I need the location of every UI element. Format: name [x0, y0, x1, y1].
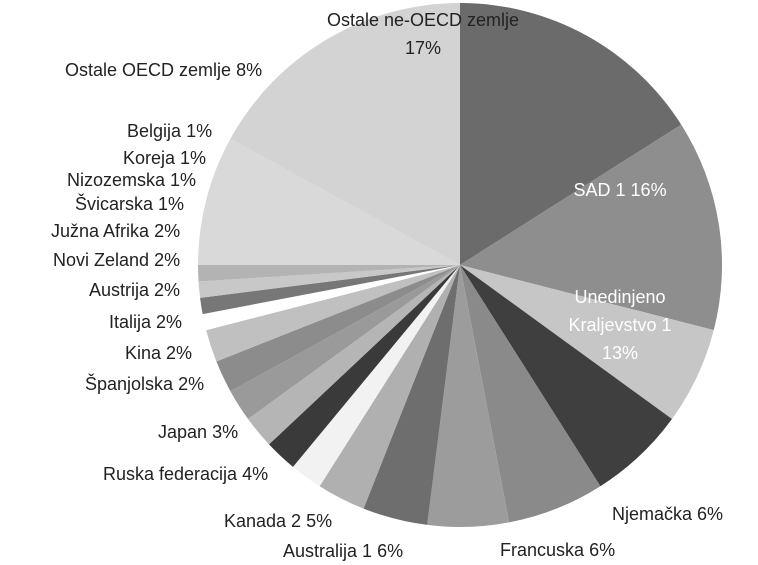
slice-label: SAD 1 16%	[574, 176, 667, 204]
value-label: 2%	[154, 250, 181, 270]
pie-slice	[460, 265, 672, 487]
category-label: Belgija	[127, 121, 182, 141]
value-label: 1%	[158, 194, 185, 214]
pie-slice	[460, 124, 723, 331]
pie-slice	[248, 265, 460, 445]
pie-slice	[230, 3, 460, 265]
category-label: Kanada 2	[224, 511, 302, 531]
category-label: Japan	[158, 422, 208, 442]
value-label: 6%	[377, 541, 404, 561]
value-label: 6%	[589, 540, 616, 560]
slice-label: Španjolska 2%	[85, 370, 204, 398]
slice-label: Nizozemska 1%	[67, 166, 196, 194]
slice-label: Japan 3%	[158, 418, 238, 446]
pie-slice	[460, 265, 601, 523]
pie-slice	[460, 265, 714, 419]
pie-slice	[319, 265, 460, 509]
value-label: 2%	[178, 374, 205, 394]
category-label: Ostale ne-OECD zemlje	[326, 10, 520, 30]
slice-label: Francuska 6%	[500, 536, 615, 564]
value-label: 6%	[697, 504, 724, 524]
value-label: 13%	[601, 343, 639, 363]
pie-slice	[269, 265, 460, 467]
pie-slice	[198, 265, 460, 282]
pie-slice	[427, 265, 510, 527]
category-label: Ruska federacija	[103, 464, 238, 484]
slice-label: Unedinjeno Kraljevstvo 1 13%	[550, 283, 690, 367]
category-label: Austrija	[89, 280, 150, 300]
slice-label: Ostale OECD zemlje 8%	[65, 56, 262, 84]
slice-label: Ostale ne-OECD zemlje 17%	[308, 6, 538, 62]
pie-slice	[206, 265, 460, 362]
slice-label: Austrija 2%	[89, 276, 180, 304]
pie-slice	[292, 265, 460, 487]
value-label: 8%	[236, 60, 263, 80]
category-label: Nizozemska	[67, 170, 166, 190]
pie-slice	[230, 265, 460, 419]
slice-label: Njemačka 6%	[612, 500, 723, 528]
slice-label: Novi Zeland 2%	[53, 246, 180, 274]
pie-slice	[202, 265, 460, 331]
category-label: SAD 1	[573, 180, 626, 200]
pie-slice	[200, 265, 460, 315]
value-label: 5%	[306, 511, 333, 531]
category-label: Kina	[125, 343, 162, 363]
category-label: Italija	[109, 312, 152, 332]
pie-slice	[363, 265, 460, 525]
value-label: 16%	[630, 180, 667, 200]
category-label: Unedinjeno Kraljevstvo 1	[568, 287, 672, 335]
slice-label: Australija 1 6%	[283, 537, 403, 565]
slice-label: Švicarska 1%	[75, 190, 184, 218]
slice-label: Južna Afrika 2%	[51, 217, 180, 245]
slice-label: Ruska federacija 4%	[103, 460, 268, 488]
category-label: Njemačka	[612, 504, 693, 524]
value-label: 17%	[404, 38, 442, 58]
slice-label: Kina 2%	[125, 339, 192, 367]
value-label: 1%	[186, 121, 213, 141]
value-label: 1%	[170, 170, 197, 190]
category-label: Novi Zeland	[53, 250, 150, 270]
category-label: Švicarska	[75, 194, 154, 214]
value-label: 2%	[154, 221, 181, 241]
slice-label: Italija 2%	[109, 308, 182, 336]
pie-slice	[198, 265, 460, 298]
category-label: Španjolska	[85, 374, 174, 394]
slice-label: Belgija 1%	[127, 117, 212, 145]
category-label: Južna Afrika	[51, 221, 150, 241]
value-label: 2%	[166, 343, 193, 363]
value-label: 2%	[154, 280, 181, 300]
category-label: Francuska	[500, 540, 585, 560]
pie-slice	[460, 3, 682, 265]
slice-label: Kanada 2 5%	[224, 507, 332, 535]
value-label: 3%	[212, 422, 239, 442]
value-label: 2%	[156, 312, 183, 332]
value-label: 1%	[180, 148, 207, 168]
category-label: Ostale OECD zemlje	[65, 60, 232, 80]
value-label: 4%	[242, 464, 269, 484]
category-label: Australija 1	[283, 541, 373, 561]
category-label: Koreja	[123, 148, 176, 168]
pie-slice	[198, 138, 460, 265]
pie-slice	[216, 265, 460, 392]
slice-label: Koreja 1%	[123, 144, 206, 172]
